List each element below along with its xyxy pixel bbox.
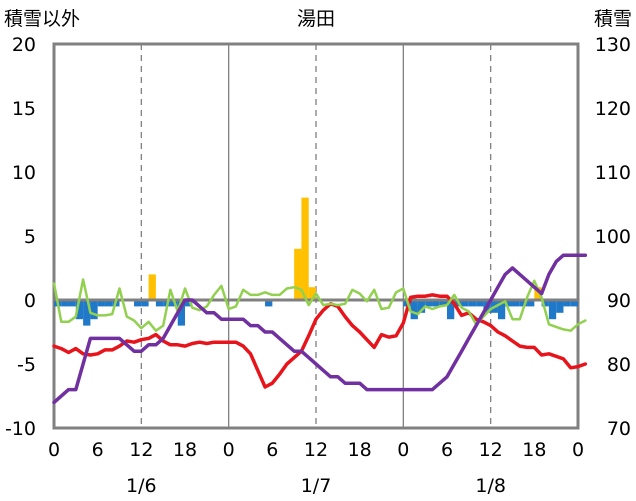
left-axis-label: 積雪以外 (4, 8, 80, 30)
right-axis-label: 積雪 (594, 8, 632, 30)
bar (439, 300, 447, 307)
x-tick-label: 18 (522, 439, 546, 461)
x-tick-label: 12 (479, 439, 503, 461)
bar (519, 300, 528, 307)
right-tick-label: 80 (607, 354, 631, 376)
x-tick-label: 0 (572, 439, 584, 461)
x-tick-label: 0 (48, 439, 60, 461)
x-tick-label: 12 (304, 439, 328, 461)
bar (534, 287, 542, 300)
bar (141, 300, 149, 307)
bars (54, 197, 578, 326)
bar (527, 300, 535, 307)
bar (294, 248, 302, 300)
right-tick-label: 110 (595, 162, 631, 184)
bar (301, 197, 309, 300)
x-tick-label: 6 (266, 439, 278, 461)
bar (68, 300, 76, 307)
x-axis-ticks: 0 6 12 18 0 6 12 18 0 6 12 18 0 (48, 439, 584, 461)
bar (447, 300, 455, 320)
bar (476, 300, 484, 307)
bar (410, 300, 418, 320)
date-label: 1/6 (126, 475, 157, 497)
bar (556, 300, 564, 313)
x-tick-label: 6 (92, 439, 104, 461)
bar (75, 300, 84, 320)
bar (505, 300, 513, 307)
bar (497, 300, 506, 320)
right-tick-label: 100 (595, 226, 631, 248)
bar (83, 300, 91, 326)
left-axis-ticks: -10 -5 0 5 10 15 20 (5, 34, 36, 440)
bar (563, 300, 571, 307)
bar (90, 300, 98, 320)
bar (541, 300, 549, 307)
bar (548, 300, 557, 320)
bar (512, 300, 520, 307)
bar (265, 300, 273, 307)
bar (97, 300, 105, 307)
right-tick-label: 70 (607, 418, 631, 440)
date-labels: 1/6 1/7 1/8 (126, 475, 506, 497)
right-axis-ticks: 70 80 90 100 110 120 130 (595, 34, 631, 440)
bar (432, 300, 440, 307)
bar (468, 300, 477, 307)
bar (155, 300, 164, 307)
x-tick-label: 12 (129, 439, 153, 461)
x-tick-label: 0 (223, 439, 235, 461)
bar (148, 274, 156, 300)
left-tick-label: -5 (17, 354, 36, 376)
right-tick-label: 130 (595, 34, 631, 56)
left-tick-label: 15 (12, 98, 36, 120)
left-tick-label: 10 (12, 162, 36, 184)
bar (177, 300, 185, 326)
series-line (52, 278, 587, 332)
date-label: 1/7 (301, 475, 332, 497)
bar (61, 300, 69, 307)
left-tick-label: -10 (5, 418, 36, 440)
series-line (52, 293, 588, 389)
left-tick-label: 20 (12, 34, 36, 56)
bar (308, 287, 316, 300)
bar (104, 300, 113, 307)
right-tick-label: 120 (595, 98, 631, 120)
bar (461, 300, 469, 307)
bar (185, 300, 193, 307)
left-tick-label: 0 (24, 290, 36, 312)
x-tick-label: 18 (173, 439, 197, 461)
x-tick-label: 0 (397, 439, 409, 461)
grid-lines (140, 44, 492, 428)
left-tick-label: 5 (24, 226, 36, 248)
bar (425, 300, 433, 307)
bar (134, 300, 142, 307)
date-label: 1/8 (475, 475, 506, 497)
right-tick-label: 90 (607, 290, 631, 312)
series-line (52, 253, 588, 405)
x-tick-label: 18 (348, 439, 372, 461)
bar (417, 300, 426, 313)
bar (570, 300, 578, 307)
series-lines (52, 253, 588, 405)
x-tick-label: 6 (441, 439, 453, 461)
chart-title: 湯田 (297, 8, 335, 30)
